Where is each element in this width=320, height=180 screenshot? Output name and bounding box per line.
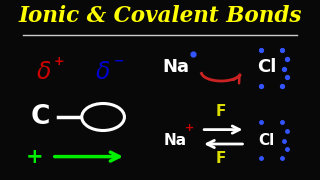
- Text: Cl: Cl: [259, 133, 275, 148]
- Text: C: C: [31, 104, 50, 130]
- Text: F: F: [216, 151, 226, 166]
- Text: +: +: [26, 147, 44, 167]
- Text: +: +: [54, 55, 64, 68]
- Text: Na: Na: [162, 58, 189, 76]
- Text: Ionic & Covalent Bonds: Ionic & Covalent Bonds: [18, 5, 302, 27]
- Text: $\delta$: $\delta$: [95, 60, 111, 84]
- Text: Cl: Cl: [257, 58, 276, 76]
- Text: $\delta$: $\delta$: [36, 60, 51, 84]
- Text: F: F: [216, 104, 226, 119]
- Text: +: +: [185, 123, 195, 133]
- Text: Na: Na: [164, 133, 187, 148]
- Text: −: −: [114, 55, 124, 68]
